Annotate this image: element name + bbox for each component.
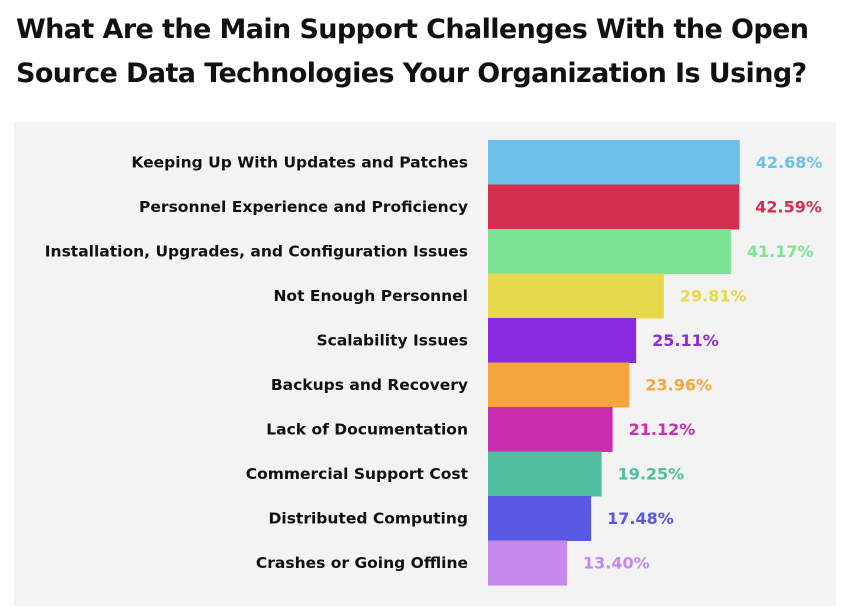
category-label-2: Installation, Upgrades, and Configuratio… xyxy=(45,243,468,261)
chart-title-line-1: What Are the Main Support Challenges Wit… xyxy=(16,14,809,45)
value-label-0: 42.68% xyxy=(756,153,823,172)
category-label-6: Lack of Documentation xyxy=(266,421,468,439)
value-label-9: 13.40% xyxy=(583,554,650,573)
category-label-5: Backups and Recovery xyxy=(271,376,468,394)
bar-chart: Keeping Up With Updates and Patches 42.68… xyxy=(45,140,823,586)
chart-title-line-2: Source Data Technologies Your Organizati… xyxy=(16,58,807,89)
bar-9 xyxy=(488,540,568,586)
bar-0 xyxy=(488,140,740,185)
value-label-4: 25.11% xyxy=(652,331,719,350)
category-label-4: Scalability Issues xyxy=(316,332,468,350)
category-label-7: Commercial Support Cost xyxy=(246,465,469,483)
category-label-1: Personnel Experience and Proficiency xyxy=(139,198,468,216)
value-label-1: 42.59% xyxy=(755,198,822,217)
chart-title: What Are the Main Support Challenges Wit… xyxy=(16,8,840,96)
chart-panel: Keeping Up With Updates and Patches 42.68… xyxy=(14,122,836,606)
category-label-3: Not Enough Personnel xyxy=(273,287,468,305)
bar-1 xyxy=(488,184,740,230)
value-label-5: 23.96% xyxy=(645,376,712,395)
value-label-7: 19.25% xyxy=(618,465,685,484)
bar-7 xyxy=(488,451,602,497)
bar-6 xyxy=(488,407,613,452)
bar-4 xyxy=(488,318,637,363)
category-label-9: Crashes or Going Offline xyxy=(256,554,468,572)
value-label-8: 17.48% xyxy=(607,509,674,528)
bar-8 xyxy=(488,496,592,541)
value-label-6: 21.12% xyxy=(629,420,696,439)
value-label-3: 29.81% xyxy=(680,287,747,306)
value-label-2: 41.17% xyxy=(747,242,814,261)
category-label-0: Keeping Up With Updates and Patches xyxy=(131,154,468,172)
bar-3 xyxy=(488,273,664,319)
category-label-8: Distributed Computing xyxy=(269,510,468,528)
bar-5 xyxy=(488,362,630,408)
bar-2 xyxy=(488,229,731,274)
